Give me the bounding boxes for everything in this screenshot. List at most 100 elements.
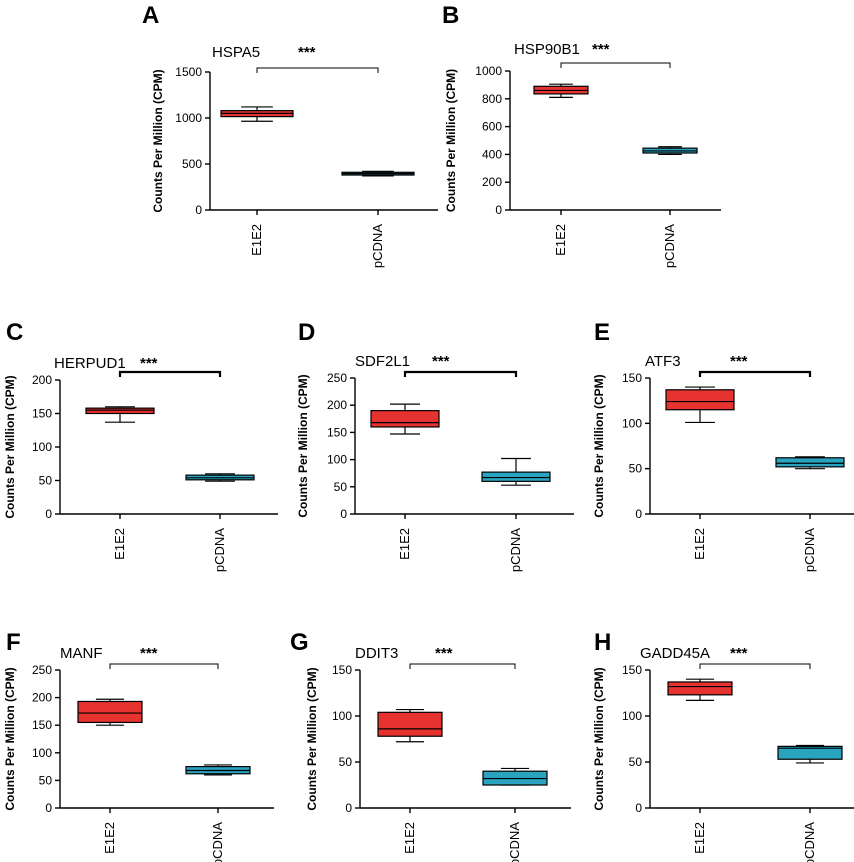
significance-bracket (403, 370, 518, 377)
panel-f: F MANF *** Counts Per Million (CPM) 0 50 100 15… (3, 629, 274, 862)
box-e1e2: E1E2 (220, 106, 294, 256)
x-category-label: pCDNA (370, 224, 385, 268)
box-e1e2: E1E2 (370, 403, 440, 560)
significance-bracket (118, 370, 222, 377)
y-axis-label: Counts Per Million (CPM) (592, 374, 606, 517)
box-e1e2: E1E2 (665, 386, 735, 560)
y-tick-label: 0 (345, 801, 352, 815)
y-tick-label: 0 (45, 507, 52, 521)
y-tick-label: 100 (327, 453, 347, 467)
panel-a: A HSPA5 *** Counts Per Million (CPM) 0 500 100… (142, 2, 438, 268)
y-tick-label: 100 (622, 416, 642, 430)
y-tick-label: 1500 (175, 65, 202, 79)
y-tick-label: 250 (327, 371, 347, 385)
y-axis-label: Counts Per Million (CPM) (3, 667, 17, 810)
x-category-label: pCDNA (212, 528, 227, 572)
y-tick-label: 1000 (475, 64, 502, 78)
iqr-box (481, 471, 551, 482)
gene-title: DDIT3 (355, 645, 398, 662)
panel-c: C HERPUD1 *** Counts Per Million (CPM) 0 50 10… (3, 319, 278, 572)
panel-letter: D (298, 319, 315, 346)
x-category-label: pCDNA (508, 528, 523, 572)
y-tick-label: 400 (482, 147, 502, 161)
iqr-box (85, 407, 155, 415)
significance-bracket (256, 67, 379, 73)
significance-bracket (698, 370, 812, 377)
gene-title: ATF3 (645, 353, 681, 370)
panel-letter: C (6, 319, 23, 346)
iqr-box (775, 457, 845, 468)
y-tick-label: 50 (39, 773, 53, 787)
gene-title: GADD45A (640, 645, 710, 662)
y-tick-label: 250 (32, 663, 52, 677)
significance-stars: *** (140, 645, 158, 662)
y-tick-label: 600 (482, 120, 502, 134)
significance-stars: *** (140, 355, 158, 372)
significance-bracket (109, 663, 219, 669)
panel-letter: B (442, 2, 459, 29)
y-tick-label: 100 (32, 440, 52, 454)
significance-stars: *** (432, 353, 450, 370)
box-e1e2: E1E2 (667, 678, 733, 854)
box-pcdna: pCDNA (482, 767, 548, 862)
panel-letter: G (290, 629, 309, 656)
panel-letter: A (142, 2, 159, 29)
y-tick-label: 150 (622, 371, 642, 385)
y-tick-label: 150 (327, 425, 347, 439)
box-e1e2: E1E2 (377, 708, 443, 854)
panel-letter: F (6, 629, 21, 656)
x-category-label: E1E2 (692, 822, 707, 854)
panel-letter: H (594, 629, 611, 656)
y-tick-label: 100 (32, 746, 52, 760)
x-category-label: E1E2 (553, 224, 568, 256)
y-tick-label: 50 (339, 755, 353, 769)
x-category-label: E1E2 (402, 822, 417, 854)
y-tick-label: 200 (327, 398, 347, 412)
iqr-box (667, 681, 733, 696)
iqr-box (377, 711, 443, 737)
significance-stars: *** (298, 44, 316, 61)
y-tick-label: 1000 (175, 111, 202, 125)
y-tick-label: 150 (622, 663, 642, 677)
y-tick-label: 800 (482, 92, 502, 106)
x-category-label: pCDNA (507, 822, 522, 862)
y-tick-label: 200 (32, 691, 52, 705)
x-category-label: E1E2 (249, 224, 264, 256)
y-tick-label: 200 (32, 373, 52, 387)
significance-stars: *** (592, 41, 610, 58)
y-tick-label: 0 (195, 203, 202, 217)
box-pcdna: pCDNA (775, 456, 845, 572)
gene-title: HERPUD1 (54, 355, 126, 372)
y-axis-label: Counts Per Million (CPM) (305, 667, 319, 810)
y-tick-label: 150 (32, 718, 52, 732)
panel-b: B HSP90B1 *** Counts Per Million (CPM) 0 200 4… (442, 2, 721, 268)
box-pcdna: pCDNA (341, 170, 415, 268)
significance-stars: *** (730, 353, 748, 370)
y-axis-label: Counts Per Million (CPM) (3, 375, 17, 518)
y-axis-label: Counts Per Million (CPM) (444, 69, 458, 212)
panel-d: D SDF2L1 *** Counts Per Million (CPM) 0 50 100… (296, 319, 574, 572)
x-category-label: E1E2 (112, 528, 127, 560)
significance-stars: *** (730, 645, 748, 662)
y-tick-label: 500 (182, 157, 202, 171)
y-tick-label: 100 (332, 709, 352, 723)
x-category-label: E1E2 (397, 528, 412, 560)
significance-bracket (409, 663, 516, 669)
y-tick-label: 0 (635, 507, 642, 521)
y-tick-label: 150 (32, 407, 52, 421)
y-tick-label: 50 (334, 480, 348, 494)
y-tick-label: 0 (340, 507, 347, 521)
x-category-label: E1E2 (102, 822, 117, 854)
gene-title: HSPA5 (212, 44, 260, 61)
box-pcdna: pCDNA (777, 744, 843, 862)
y-tick-label: 100 (622, 709, 642, 723)
iqr-box (665, 389, 735, 411)
panel-e: E ATF3 *** Counts Per Million (CPM) 0 50 100 15… (592, 319, 854, 572)
iqr-box (370, 410, 440, 428)
x-category-label: E1E2 (692, 528, 707, 560)
significance-stars: *** (435, 645, 453, 662)
box-pcdna: pCDNA (481, 457, 551, 572)
panel-letter: E (594, 319, 610, 346)
gene-title: MANF (60, 645, 103, 662)
y-tick-label: 150 (332, 663, 352, 677)
